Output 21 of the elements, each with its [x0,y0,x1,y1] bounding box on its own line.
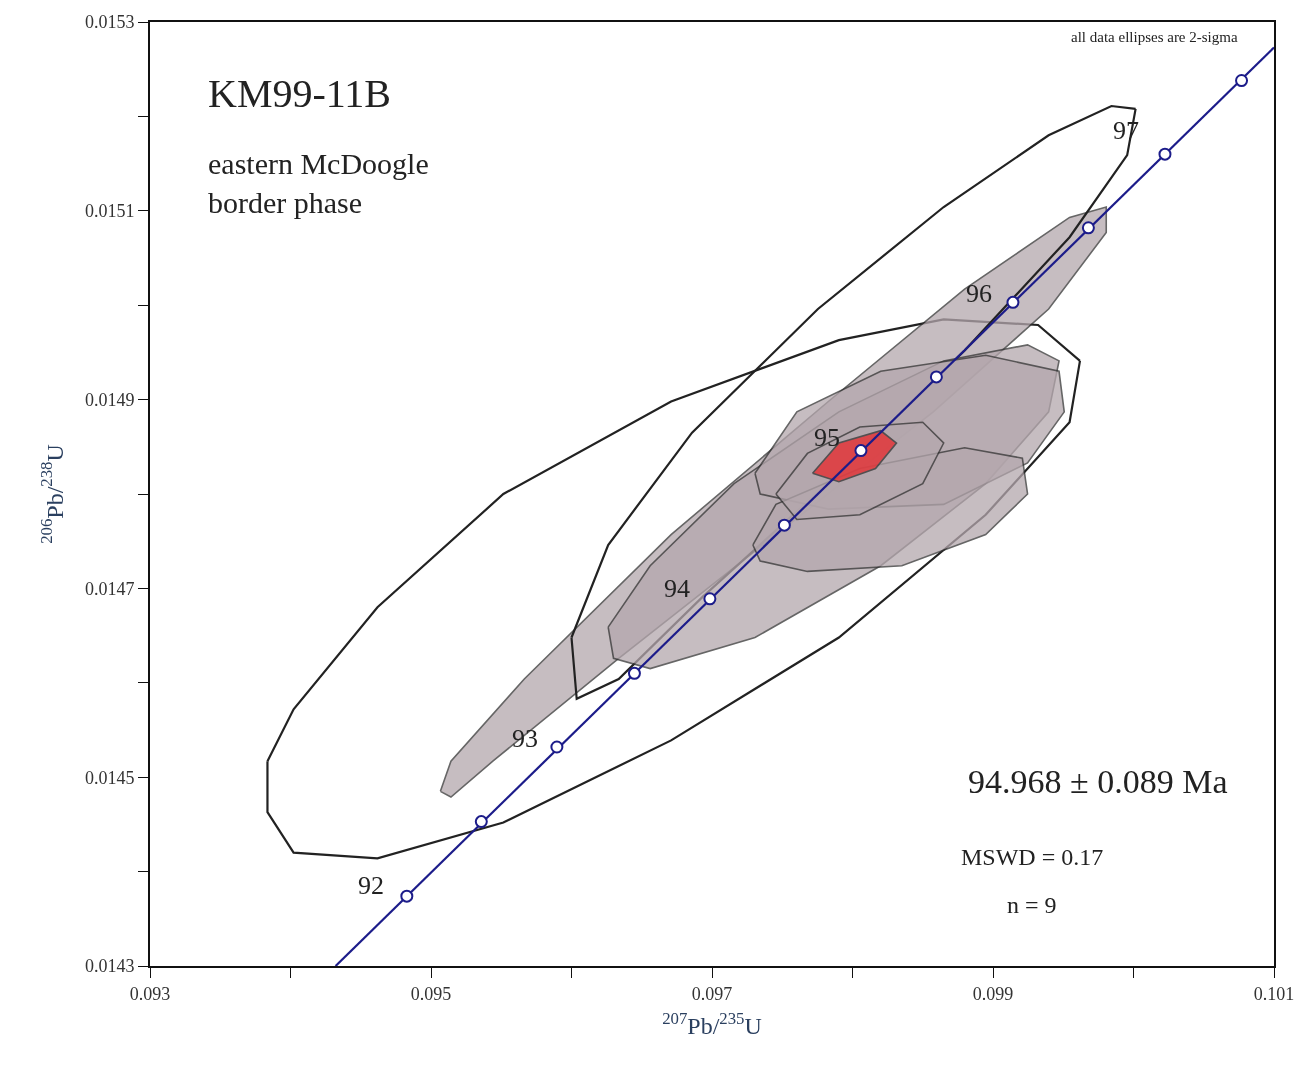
y-tick-label: 0.0149 [84,389,135,410]
y-tick-label: 0.0145 [84,767,135,788]
y-tick-label: 0.0147 [84,578,135,599]
annotation: MSWD = 0.17 [961,844,1104,870]
x-tick-label: 0.097 [691,983,733,1004]
x-tick-label: 0.093 [129,983,171,1004]
annotation: KM99-11B [208,71,391,116]
annotation: 92 [358,871,384,900]
annotation: eastern McDoogle border phase [208,147,429,219]
y-tick-label: 0.0151 [84,201,135,222]
x-axis-title: $^{207}$Pb/$^{235}$U [662,1009,762,1040]
x-tick-label: 0.099 [972,983,1014,1004]
annotation: n = 9 [1007,892,1057,918]
x-tick-label: 0.101 [1253,983,1295,1004]
annotation: 94.968 ± 0.089 Ma [968,763,1228,800]
x-tick-label: 0.095 [410,983,452,1004]
annotation: 96 [966,279,992,308]
annotation: all data ellipses are 2-sigma [1071,29,1238,45]
y-tick-label: 0.0143 [84,956,135,977]
annotation: 94 [664,574,690,603]
y-tick-label: 0.0153 [84,12,135,33]
